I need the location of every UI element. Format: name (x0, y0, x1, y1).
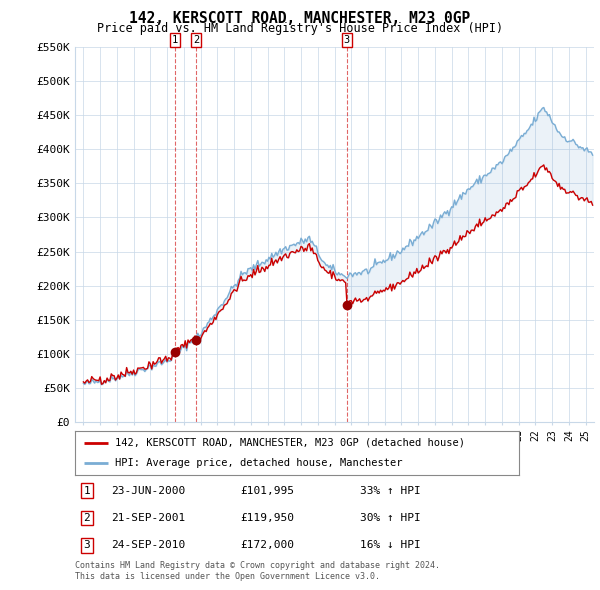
Text: HPI: Average price, detached house, Manchester: HPI: Average price, detached house, Manc… (115, 458, 403, 468)
Text: 30% ↑ HPI: 30% ↑ HPI (360, 513, 421, 523)
Text: 2: 2 (193, 35, 199, 45)
Text: 142, KERSCOTT ROAD, MANCHESTER, M23 0GP: 142, KERSCOTT ROAD, MANCHESTER, M23 0GP (130, 11, 470, 25)
Text: 23-JUN-2000: 23-JUN-2000 (111, 486, 185, 496)
Text: 1: 1 (83, 486, 91, 496)
Text: 3: 3 (344, 35, 350, 45)
Text: Price paid vs. HM Land Registry's House Price Index (HPI): Price paid vs. HM Land Registry's House … (97, 22, 503, 35)
Text: 3: 3 (83, 540, 91, 550)
Text: £101,995: £101,995 (240, 486, 294, 496)
Text: £172,000: £172,000 (240, 540, 294, 550)
Text: £119,950: £119,950 (240, 513, 294, 523)
Text: 33% ↑ HPI: 33% ↑ HPI (360, 486, 421, 496)
Text: Contains HM Land Registry data © Crown copyright and database right 2024.: Contains HM Land Registry data © Crown c… (75, 561, 440, 570)
Text: 142, KERSCOTT ROAD, MANCHESTER, M23 0GP (detached house): 142, KERSCOTT ROAD, MANCHESTER, M23 0GP … (115, 438, 465, 448)
Text: 21-SEP-2001: 21-SEP-2001 (111, 513, 185, 523)
Text: 2: 2 (83, 513, 91, 523)
Text: 24-SEP-2010: 24-SEP-2010 (111, 540, 185, 550)
Text: This data is licensed under the Open Government Licence v3.0.: This data is licensed under the Open Gov… (75, 572, 380, 581)
Text: 1: 1 (172, 35, 178, 45)
Text: 16% ↓ HPI: 16% ↓ HPI (360, 540, 421, 550)
